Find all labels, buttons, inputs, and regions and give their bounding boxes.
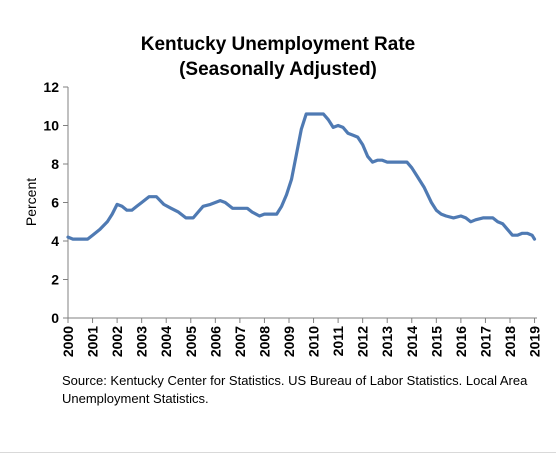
x-tick-label: 2017	[477, 326, 493, 357]
x-tick-label: 2001	[85, 326, 101, 357]
x-tick-label: 2000	[60, 326, 76, 357]
x-tick-label: 2009	[281, 326, 297, 357]
x-tick-label: 2012	[355, 326, 371, 357]
x-tick-label: 2011	[330, 326, 346, 357]
x-tick-label: 2018	[502, 326, 518, 357]
chart-subtitle: (Seasonally Adjusted)	[179, 59, 377, 80]
y-axis: 0 2 4 6 8 10 12	[43, 79, 69, 326]
y-tick-label: 10	[43, 118, 59, 134]
x-tick-label: 2006	[207, 326, 223, 357]
y-tick-label: 0	[51, 310, 59, 326]
y-tick-label: 12	[43, 79, 59, 95]
chart-title: Kentucky Unemployment Rate	[140, 34, 416, 55]
y-tick-label: 4	[51, 233, 59, 249]
x-axis: 2000 2001 2002 2003 2004 2005 2006 2007 2008 2009…	[60, 317, 543, 357]
unemployment-rate-line	[66, 112, 537, 241]
y-tick-label: 2	[51, 272, 59, 288]
series	[66, 112, 537, 241]
x-tick-label: 2016	[453, 326, 469, 357]
x-tick-label: 2005	[183, 326, 199, 357]
x-tick-label: 2007	[232, 326, 248, 357]
x-tick-label: 2003	[134, 326, 150, 357]
chart-title-block: Kentucky Unemployment Rate (Seasonally A…	[0, 32, 556, 82]
x-tick-label: 2010	[306, 326, 322, 357]
x-tick-label: 2019	[527, 326, 543, 357]
x-tick-label: 2013	[379, 326, 395, 357]
y-axis-label: Percent	[23, 178, 39, 226]
x-tick-label: 2004	[158, 326, 174, 357]
y-tick-label: 8	[51, 156, 59, 172]
y-tick-label: 6	[51, 195, 59, 211]
x-tick-label: 2014	[404, 326, 420, 357]
x-tick-label: 2008	[256, 326, 272, 357]
x-tick-label: 2015	[428, 326, 444, 357]
bottom-divider	[0, 452, 556, 453]
source-note: Source: Kentucky Center for Statistics. …	[62, 373, 528, 406]
x-tick-label: 2002	[109, 326, 125, 357]
